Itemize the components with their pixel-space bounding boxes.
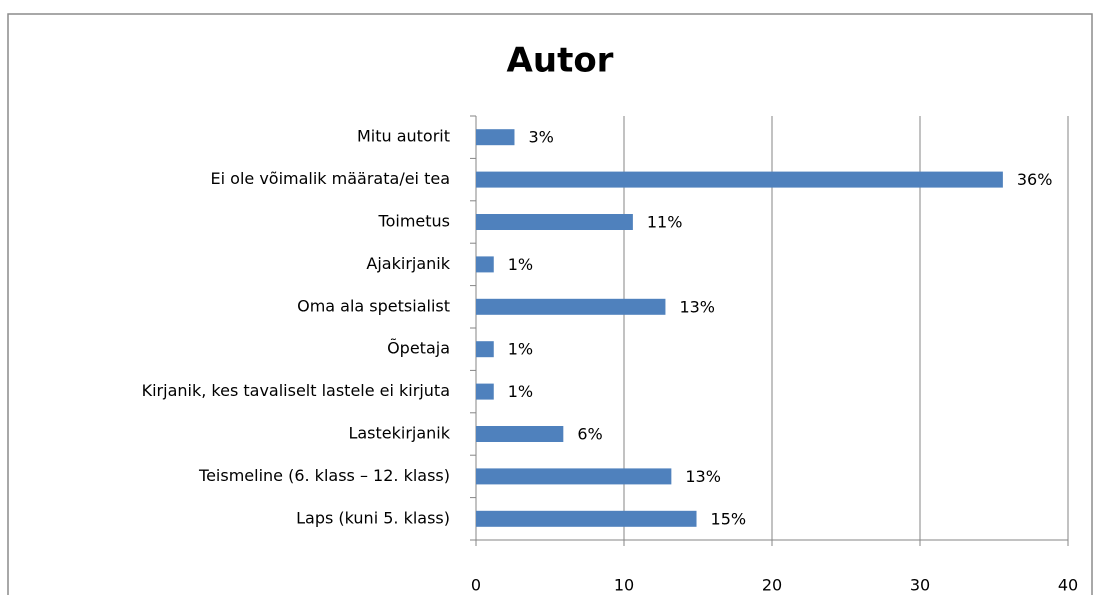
y-tick-label: Laps (kuni 5. klass) [296,508,450,527]
chart-title: Autor [507,41,614,81]
bar [476,129,515,146]
bar [476,171,1003,188]
bar [476,510,697,527]
data-label: 36% [1017,170,1053,189]
data-label: 1% [508,382,533,401]
bar [476,426,564,442]
x-tick-label: 0 [471,576,481,595]
bar [476,256,494,273]
data-label: 1% [508,255,533,274]
data-label: 13% [679,297,715,316]
y-tick-label: Ajakirjanik [366,254,450,273]
y-tick-label: Õpetaja [387,339,450,358]
bar [476,214,633,230]
bar [476,341,494,358]
data-label: 15% [711,509,747,528]
data-label: 11% [647,213,683,232]
y-tick-label: Oma ala spetsialist [297,296,450,315]
y-tick-label: Lastekirjanik [348,424,450,443]
x-tick-label: 30 [910,576,930,595]
y-tick-label: Toimetus [378,212,450,231]
y-tick-label: Ei ole võimalik määrata/ei tea [211,169,450,188]
data-label: 6% [577,425,602,444]
y-tick-label: Mitu autorit [357,127,450,146]
data-label: 1% [508,340,533,359]
y-tick-label: Kirjanik, kes tavaliselt lastele ei kirj… [142,381,450,400]
bar [476,298,666,315]
x-tick-label: 40 [1058,576,1078,595]
data-label: 13% [685,467,721,486]
data-label: 3% [528,128,553,147]
x-tick-label: 20 [762,576,782,595]
y-tick-label: Teismeline (6. klass – 12. klass) [198,466,450,485]
bar [476,468,672,485]
x-tick-label: 10 [614,576,634,595]
bar [476,383,494,400]
